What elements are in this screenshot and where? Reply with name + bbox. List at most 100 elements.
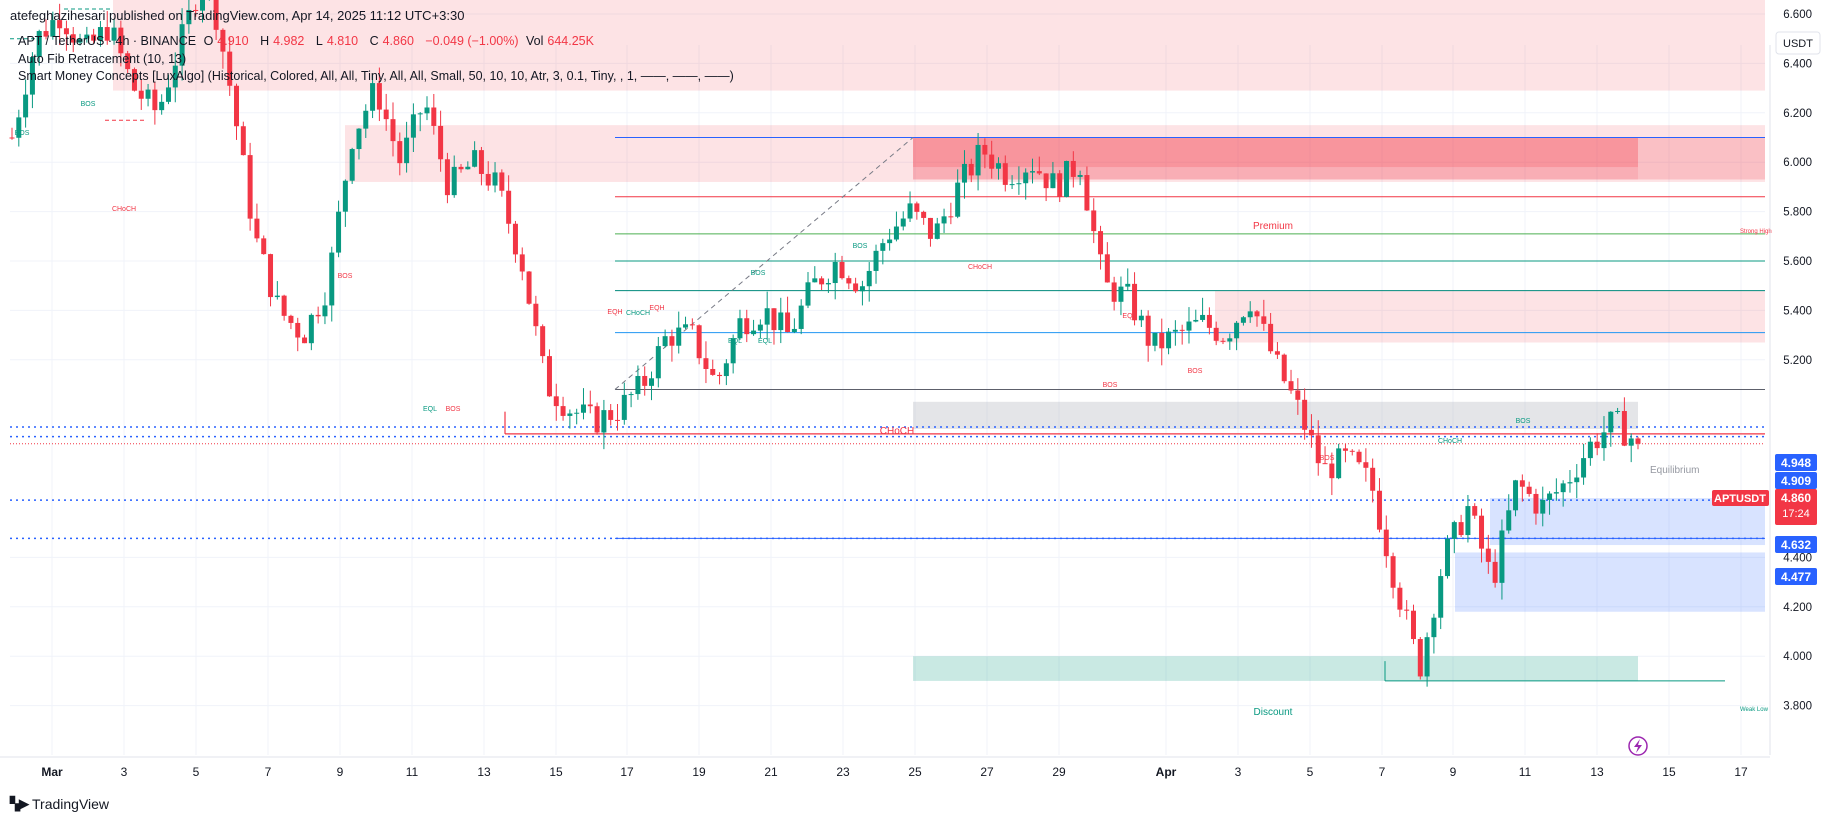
candle-body xyxy=(887,239,893,244)
supply-zone-3 xyxy=(1215,290,1765,343)
candle-body xyxy=(587,404,593,407)
candle-body xyxy=(1621,411,1627,446)
candle xyxy=(281,294,287,321)
y-tick-label: 5.400 xyxy=(1783,305,1812,317)
candle-body xyxy=(1451,522,1457,539)
indicator-fib[interactable]: Auto Fib Retracement (10, 13) xyxy=(18,52,187,66)
candle-countdown: 17:24 xyxy=(1782,508,1810,520)
y-tick-label: 3.800 xyxy=(1783,701,1812,713)
candle-body xyxy=(1315,435,1321,464)
candle-body xyxy=(1356,451,1362,463)
candle xyxy=(342,179,348,227)
structure-label-eqh: EQH xyxy=(1122,313,1137,320)
candle-body xyxy=(451,166,457,196)
candle-body xyxy=(322,305,328,317)
candle xyxy=(1628,433,1634,463)
candle-body xyxy=(669,336,675,346)
candle xyxy=(866,262,872,302)
candle xyxy=(1064,160,1070,198)
candle xyxy=(1621,397,1627,447)
x-tick-label: 13 xyxy=(1590,765,1604,779)
candle xyxy=(771,308,777,345)
candle-body xyxy=(1138,315,1144,321)
candle xyxy=(669,329,675,362)
candle-body xyxy=(628,394,634,396)
candle xyxy=(540,324,546,364)
time-axis: Mar 3 5 7 9 11 13 15 17 19 21 23 25 27 29 Apr 3 5 7 9 11 13 15… xyxy=(0,756,1770,779)
candle-body xyxy=(580,404,586,413)
candle-body xyxy=(1111,282,1117,302)
candle-body xyxy=(315,314,321,317)
y-tick-label: 6.000 xyxy=(1783,157,1812,169)
candle xyxy=(1479,508,1485,563)
candle xyxy=(485,161,491,191)
candle-body xyxy=(186,9,192,25)
candle-body xyxy=(1227,338,1233,342)
equilibrium-zone xyxy=(913,401,1638,429)
structure-label-choch: CHoCH xyxy=(968,264,992,271)
candle-body xyxy=(57,20,63,29)
symbol-tag-label: APTUSDT xyxy=(1714,493,1766,505)
x-tick-label: 11 xyxy=(1519,765,1532,779)
candle-body xyxy=(791,328,797,332)
candle xyxy=(1104,242,1110,283)
currency-button[interactable]: USDT xyxy=(1775,31,1821,55)
candle xyxy=(308,313,314,351)
candle xyxy=(608,404,614,426)
candle xyxy=(1070,151,1076,188)
candle-body xyxy=(172,65,178,88)
symbol-title[interactable]: APT / TetherUS · 4h · BINANCE xyxy=(18,34,197,48)
low-value: 4.810 xyxy=(326,34,359,48)
candle-body xyxy=(730,338,736,364)
y-tick-label: 4.200 xyxy=(1783,602,1812,614)
candle-body xyxy=(1336,448,1342,479)
candle xyxy=(1193,309,1199,323)
candle-body xyxy=(1206,314,1212,328)
supply-zone-2 xyxy=(345,125,1765,182)
candle-body xyxy=(329,252,335,306)
candle xyxy=(832,252,838,300)
candle xyxy=(683,316,689,330)
candle-body xyxy=(744,318,750,335)
candle xyxy=(1281,353,1287,384)
brand-name: TradingView xyxy=(32,796,110,812)
candle-body xyxy=(880,243,886,251)
tradingview-logo[interactable]: ▚▶ TradingView xyxy=(10,796,109,812)
candle xyxy=(655,336,661,388)
candle xyxy=(213,0,219,40)
candle xyxy=(921,210,927,225)
candle-body xyxy=(349,149,355,181)
candle xyxy=(567,409,573,429)
indicator-smc[interactable]: Smart Money Concepts [LuxAlgo] (Historic… xyxy=(18,69,734,83)
candle xyxy=(703,341,709,384)
candle-body xyxy=(472,150,478,167)
candle xyxy=(1179,324,1185,345)
candle xyxy=(1533,488,1539,525)
candle xyxy=(880,238,886,265)
candle-body xyxy=(1186,321,1192,331)
x-tick-label: Apr xyxy=(1156,765,1177,779)
lightning-icon[interactable] xyxy=(1628,736,1648,756)
candle xyxy=(941,208,947,233)
tradingview-logo-icon: ▚▶ xyxy=(10,796,29,811)
weak-low-label: Weak Low xyxy=(1740,707,1769,713)
candle-body xyxy=(1240,317,1246,323)
candle xyxy=(1336,443,1342,480)
candle-body xyxy=(825,283,831,285)
candle-body xyxy=(1220,340,1226,342)
candle-body xyxy=(1506,510,1512,531)
candle-body xyxy=(376,83,382,110)
candle xyxy=(1445,535,1451,579)
candle-body xyxy=(199,0,205,11)
ohlc-close: C 4.860 xyxy=(370,34,418,48)
symbol-legend: APT / TetherUS · 4h · BINANCE O 4.910 H 4.… xyxy=(18,34,602,48)
candle xyxy=(995,157,1001,180)
candle-body xyxy=(227,51,233,86)
structure-label-choch: CHoCH xyxy=(1438,438,1462,445)
candle-body xyxy=(274,295,280,298)
candle xyxy=(1084,166,1090,211)
candle-body xyxy=(1329,463,1335,479)
candle xyxy=(717,372,723,385)
